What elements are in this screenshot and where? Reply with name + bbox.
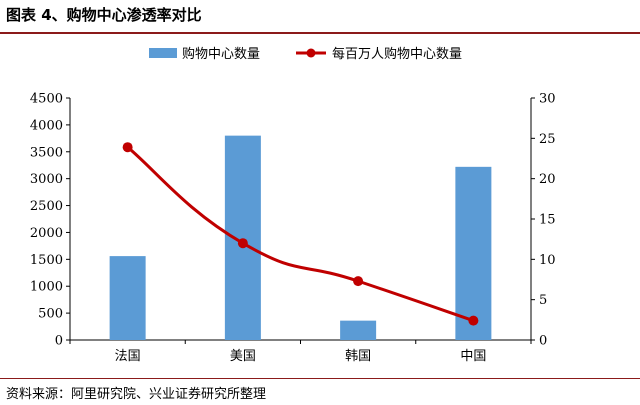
line-point (353, 276, 364, 287)
y-left-tick-label: 4500 (30, 92, 63, 107)
y-left-tick-label: 1500 (30, 253, 63, 268)
bar (224, 135, 261, 340)
chart-title: 图表 4、购物中心渗透率对比 (6, 6, 202, 24)
line-point (122, 142, 133, 153)
x-tick-label: 美国 (230, 349, 256, 364)
y-left-tick-label: 3000 (30, 172, 63, 187)
y-right-tick-label: 30 (539, 92, 556, 107)
chart-svg: 购物中心数量 每百万人购物中心数量 0 500 1000 1500 2000 2500 3000… (30, 46, 556, 364)
x-tick-label: 法国 (115, 349, 141, 364)
line-point (468, 315, 479, 326)
y-right-tick-label: 15 (539, 213, 556, 228)
y-left-tick-label: 3500 (30, 145, 63, 160)
title-rule (0, 32, 640, 34)
series-line (126, 146, 474, 323)
y-right-tick-label: 10 (539, 253, 556, 268)
y-left-tick-label: 4000 (30, 118, 63, 133)
y-left-tick-label: 500 (38, 307, 63, 322)
y-left-tick-label: 1000 (30, 280, 63, 295)
y-left-tick-label: 2000 (30, 226, 63, 241)
legend-line-marker (306, 48, 316, 58)
source-rule (0, 378, 640, 379)
x-tick-label: 韩国 (345, 349, 371, 364)
y-right-tick-label: 0 (539, 334, 547, 349)
x-tick-label: 中国 (460, 349, 486, 364)
bar (340, 320, 377, 340)
legend-bar-swatch (149, 48, 177, 58)
y-left-tick-label: 0 (55, 334, 63, 349)
bar (455, 166, 492, 340)
source-note: 资料来源：阿里研究院、兴业证券研究所整理 (6, 387, 267, 402)
y-right-tick-label: 20 (539, 172, 556, 187)
bar (109, 256, 146, 340)
y-right-tick-label: 5 (539, 293, 547, 308)
y-left-tick-label: 2500 (30, 199, 63, 214)
legend-line-label: 每百万人购物中心数量 (332, 46, 462, 62)
y-right-tick-label: 25 (539, 132, 556, 147)
legend-bar-label: 购物中心数量 (182, 46, 260, 62)
line-point (237, 238, 248, 249)
